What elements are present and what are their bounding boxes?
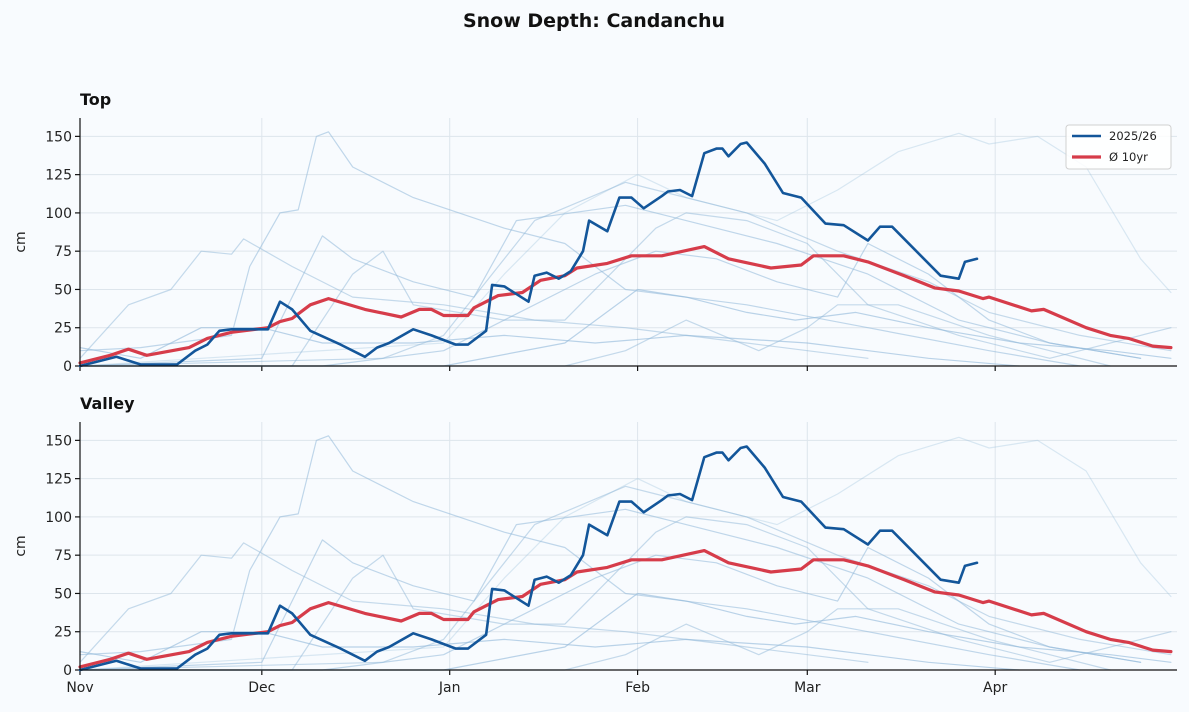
- y-tick-label: 125: [45, 472, 72, 488]
- history-season-line: [79, 516, 1172, 671]
- history-season-line: [79, 435, 1081, 671]
- y-tick-label: 0: [63, 663, 72, 679]
- x-tick-label: Feb: [625, 680, 650, 696]
- panel-title: Valley: [80, 394, 135, 413]
- y-tick-label: 25: [54, 321, 72, 337]
- history-season-line: [79, 508, 1142, 671]
- x-tick-label: Jan: [438, 680, 461, 696]
- history-season-line: [79, 542, 869, 663]
- history-season-line: [79, 592, 1172, 671]
- panel-top: 0 25 50 75 100 125 150 Top cm 2025/26 Ø 10yr: [13, 90, 1177, 375]
- x-tick-label: Apr: [983, 680, 1007, 696]
- y-tick-label: 50: [54, 282, 72, 298]
- history-season-line: [79, 242, 1142, 367]
- history-season-line: [79, 131, 1081, 367]
- history-season-line: [79, 204, 1142, 367]
- y-tick-label: 100: [45, 510, 72, 526]
- y-axis-label: cm: [13, 231, 29, 252]
- y-tick-label: 100: [45, 206, 72, 222]
- y-tick-label: 25: [54, 625, 72, 641]
- average-10yr-line: [78, 245, 1173, 365]
- current-season-line: [78, 445, 979, 672]
- current-season-line: [78, 141, 979, 368]
- x-tick-label: Dec: [248, 680, 275, 696]
- history-season-line: [79, 288, 1172, 367]
- y-tick-label: 0: [63, 359, 72, 375]
- history-season-line: [79, 212, 1172, 367]
- panel-valley: 0 25 50 75 100 125 150 Nov Dec Jan Feb Mar Apr Valley…: [13, 394, 1177, 696]
- x-tick-label: Mar: [794, 680, 821, 696]
- history-season-line: [79, 546, 1142, 671]
- y-axis-label: cm: [13, 535, 29, 556]
- history-season-line: [79, 436, 1172, 671]
- chart-title: Snow Depth: Candanchu: [463, 10, 725, 32]
- history-season-line: [79, 608, 1111, 671]
- panel-title: Top: [80, 90, 111, 109]
- history-season-line: [79, 485, 1172, 671]
- y-tick-label: 50: [54, 586, 72, 602]
- history-season-line: [79, 238, 869, 359]
- y-tick-label: 125: [45, 168, 72, 184]
- y-tick-label: 150: [45, 433, 72, 449]
- y-tick-label: 75: [54, 548, 72, 564]
- average-10yr-line: [78, 549, 1173, 669]
- legend-label: 2025/26: [1109, 129, 1157, 143]
- y-tick-label: 150: [45, 129, 72, 145]
- history-season-line: [79, 631, 1020, 671]
- y-tick-label: 75: [54, 244, 72, 260]
- legend-label: Ø 10yr: [1109, 150, 1148, 164]
- history-season-line: [79, 327, 1020, 367]
- legend: 2025/26 Ø 10yr: [1065, 124, 1172, 170]
- x-tick-label: Nov: [66, 680, 93, 696]
- history-season-line: [79, 181, 1172, 367]
- history-season-line: [79, 304, 1111, 367]
